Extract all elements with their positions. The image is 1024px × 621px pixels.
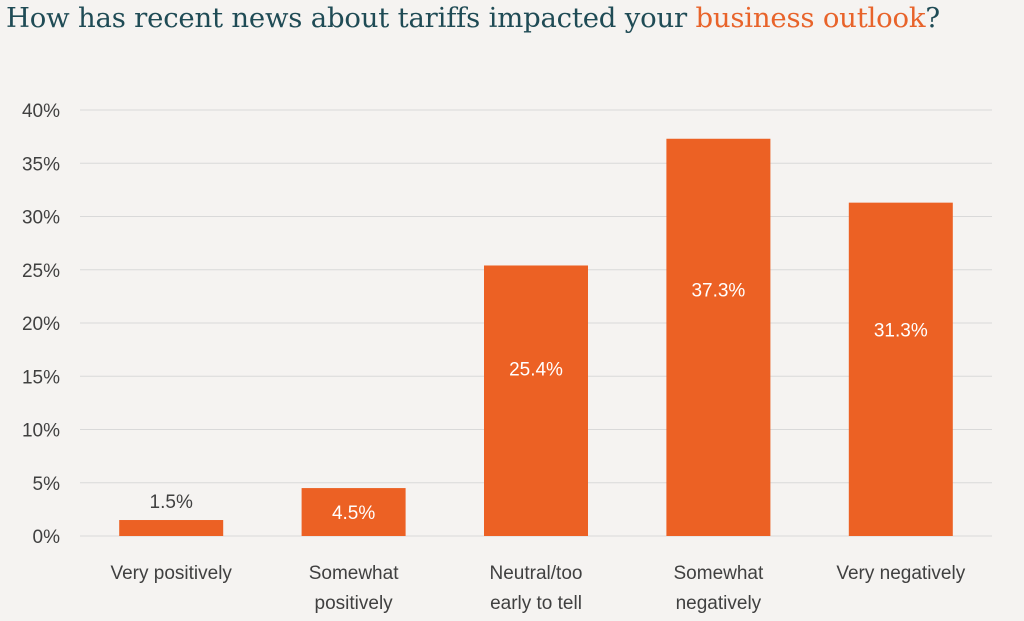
category-label: Somewhat negatively <box>674 563 764 614</box>
y-tick-label: 5% <box>33 474 61 495</box>
data-label: 37.3% <box>691 281 745 302</box>
data-label: 25.4% <box>509 359 563 380</box>
bar <box>848 202 953 536</box>
category-label: Neutral/too early to tell <box>490 563 583 614</box>
category-label: Somewhat positively <box>309 563 399 614</box>
category-label-line: positively <box>315 593 394 614</box>
y-axis-tick-labels: 0% 5% 10% 15% 20% 25% 30% 35% 40% <box>22 101 60 548</box>
category-label: Very negatively <box>836 563 965 584</box>
y-tick-label: 30% <box>22 208 60 229</box>
y-tick-label: 15% <box>22 367 60 388</box>
category-label-line: early to tell <box>490 593 582 614</box>
data-label: 1.5% <box>150 492 193 513</box>
data-label: 31.3% <box>874 320 928 341</box>
data-labels: 1.5% 4.5% 25.4% 37.3% 31.3% <box>150 281 928 524</box>
category-label: Very positively <box>110 563 232 584</box>
x-axis-category-labels: Very positively Somewhat positively Neutral… <box>110 563 965 614</box>
category-label-line: Somewhat <box>674 563 764 584</box>
bars <box>119 138 953 536</box>
bar <box>119 520 224 536</box>
title-highlight: business outlook <box>695 2 926 34</box>
y-tick-label: 0% <box>33 527 61 548</box>
category-label-line: Very positively <box>110 563 232 584</box>
bar <box>301 488 406 536</box>
y-tick-label: 35% <box>22 154 60 175</box>
title-suffix: ? <box>925 2 940 34</box>
y-tick-label: 25% <box>22 261 60 282</box>
category-label-line: Very negatively <box>836 563 965 584</box>
y-tick-label: 40% <box>22 101 60 122</box>
category-label-line: negatively <box>676 593 762 614</box>
y-tick-label: 10% <box>22 421 60 442</box>
chart-title: How has recent news about tariffs impact… <box>6 2 940 34</box>
category-label-line: Somewhat <box>309 563 399 584</box>
bar <box>666 138 771 536</box>
y-tick-label: 20% <box>22 314 60 335</box>
data-label: 4.5% <box>332 503 375 524</box>
category-label-line: Neutral/too <box>490 563 583 584</box>
title-prefix: How has recent news about tariffs impact… <box>6 2 696 34</box>
bar <box>484 265 588 536</box>
